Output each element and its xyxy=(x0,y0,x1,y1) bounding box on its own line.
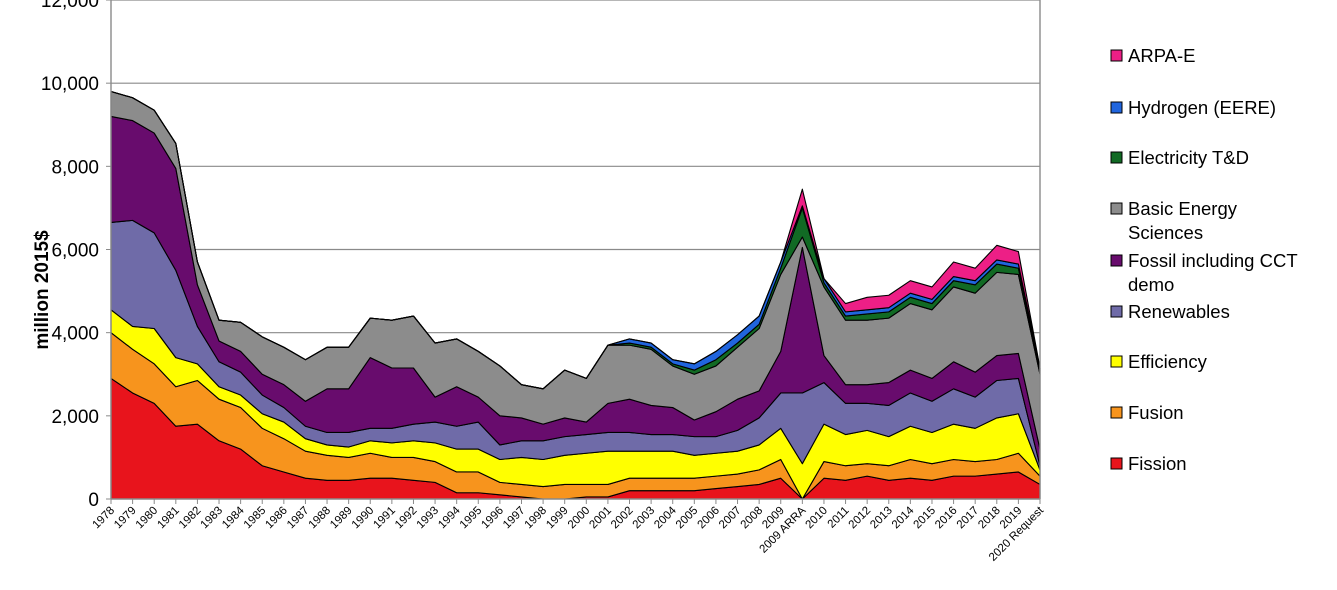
x-tick-label: 1998 xyxy=(523,505,550,532)
x-tick-label: 1999 xyxy=(544,505,571,532)
legend-label-electricity-t-d: Electricity T&D xyxy=(1128,147,1249,168)
x-tick-label: 2004 xyxy=(652,504,679,531)
series-areas xyxy=(110,90,1041,500)
x-tick-label: 1982 xyxy=(177,505,204,532)
legend-swatch-efficiency xyxy=(1110,355,1123,368)
x-tick-label: 1993 xyxy=(415,505,442,532)
legend-swatch-fossil-including-cct-demo xyxy=(1110,254,1123,267)
y-tick-label: 12,000 xyxy=(41,0,99,12)
x-tick-label: 1988 xyxy=(307,505,334,532)
legend-label-fusion: Fusion xyxy=(1128,402,1184,423)
axes xyxy=(106,0,1041,504)
legend-swatch-fission xyxy=(1110,457,1123,470)
x-tick-label: 2008 xyxy=(739,505,766,532)
x-tick-label: 2014 xyxy=(890,504,917,531)
legend-label-renewables: Renewables xyxy=(1128,301,1230,322)
legend-swatch-electricity-t-d xyxy=(1110,151,1123,164)
x-tick-label: 1984 xyxy=(220,504,247,531)
x-tick-label: 1992 xyxy=(393,505,420,532)
x-tick-labels: 1978197919801981198219831984198519861987… xyxy=(91,504,1047,564)
x-tick-label: 2010 xyxy=(803,505,830,532)
legend-label-basic-energy-sciences: Basic Energy Sciences xyxy=(1128,198,1238,243)
x-tick-label: 1980 xyxy=(134,505,161,532)
x-tick-label: 1981 xyxy=(155,505,182,532)
x-tick-label: 1983 xyxy=(199,505,226,532)
x-tick-label: 1987 xyxy=(285,505,312,532)
x-tick-label: 2000 xyxy=(566,505,593,532)
y-tick-label: 8,000 xyxy=(51,157,99,178)
x-tick-label: 1989 xyxy=(328,505,355,532)
x-tick-label: 2017 xyxy=(955,505,982,532)
x-tick-label: 1979 xyxy=(112,505,139,532)
legend-label-efficiency: Efficiency xyxy=(1128,351,1208,372)
x-tick-label: 2006 xyxy=(695,505,722,532)
x-tick-label: 2015 xyxy=(912,505,939,532)
legend-swatch-hydrogen-eere- xyxy=(1110,101,1123,114)
x-tick-label: 2007 xyxy=(717,505,744,532)
y-tick-label: 4,000 xyxy=(51,324,99,345)
x-tick-label: 2012 xyxy=(847,505,874,532)
x-tick-label: 2018 xyxy=(976,505,1003,532)
legend-swatch-basic-energy-sciences xyxy=(1110,202,1123,215)
legend-swatch-fusion xyxy=(1110,406,1123,419)
x-tick-label: 1995 xyxy=(458,505,485,532)
x-tick-label: 2013 xyxy=(868,505,895,532)
y-axis-label: million 2015$ xyxy=(32,230,53,350)
legend-swatch-arpa-e xyxy=(1110,49,1123,62)
legend-label-hydrogen-eere-: Hydrogen (EERE) xyxy=(1128,97,1276,118)
y-tick-label: 0 xyxy=(88,490,99,511)
x-tick-label: 1994 xyxy=(436,504,463,531)
y-tick-label: 2,000 xyxy=(51,407,99,428)
y-tick-label: 6,000 xyxy=(51,241,99,262)
legend-label-fission: Fission xyxy=(1128,453,1187,474)
x-tick-label: 1985 xyxy=(242,505,269,532)
y-tick-labels: 0 2,000 4,000 6,000 8,000 10,000 12,000 xyxy=(41,0,99,511)
x-tick-label: 2001 xyxy=(587,505,614,532)
x-tick-label: 1996 xyxy=(479,505,506,532)
x-tick-label: 1990 xyxy=(350,505,377,532)
x-tick-label: 1986 xyxy=(263,505,290,532)
x-tick-label: 2002 xyxy=(609,505,636,532)
x-tick-label: 1997 xyxy=(501,505,528,532)
legend-label-fossil-including-cct-demo: Fossil including CCT demo xyxy=(1128,250,1298,295)
x-tick-label: 2011 xyxy=(826,505,852,531)
y-tick-label: 10,000 xyxy=(41,74,99,95)
legend-label-arpa-e: ARPA-E xyxy=(1128,45,1196,66)
x-tick-label: 1991 xyxy=(371,505,398,532)
x-tick-label: 2016 xyxy=(933,505,960,532)
x-tick-label: 2003 xyxy=(631,505,658,532)
x-tick-label: 2005 xyxy=(674,505,701,532)
legend: ARPA-E Hydrogen (EERE) Electricity T&D Basi… xyxy=(1110,45,1298,474)
legend-swatch-renewables xyxy=(1110,305,1123,318)
